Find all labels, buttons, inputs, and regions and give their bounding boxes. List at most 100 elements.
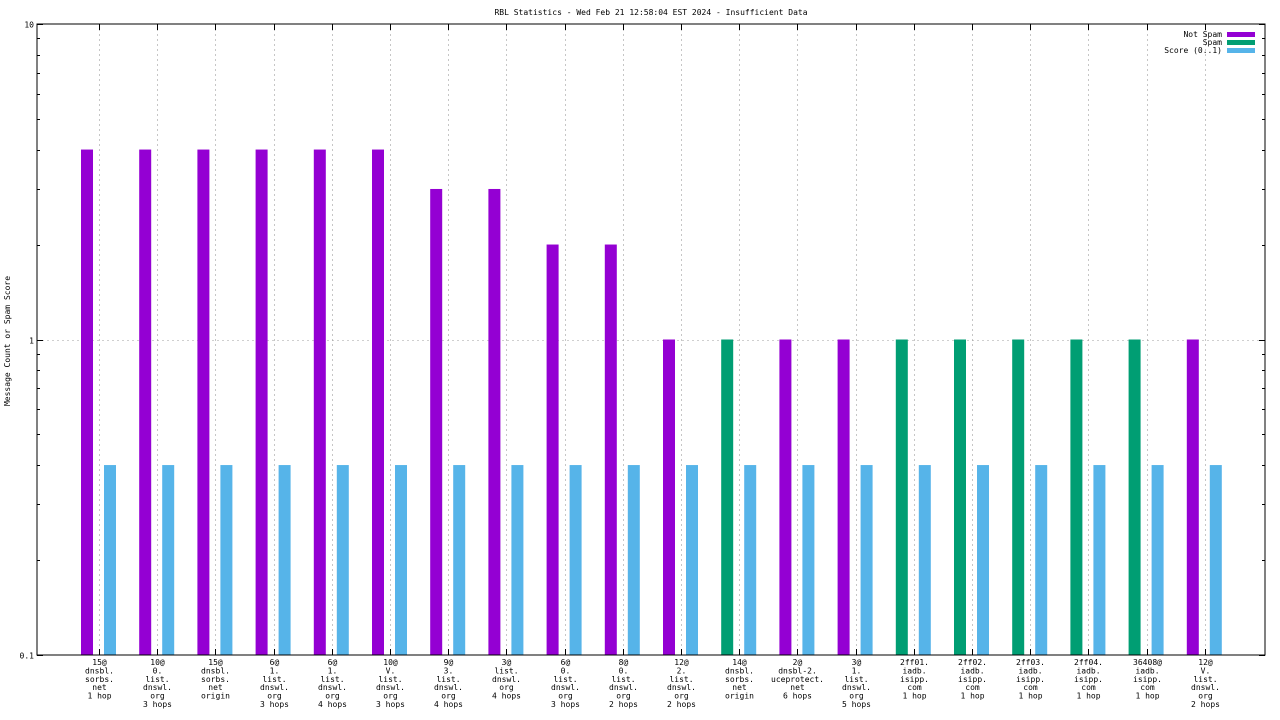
x-category-label-line: 0. bbox=[619, 666, 629, 675]
x-category-label-line: dnswl. bbox=[318, 683, 347, 692]
x-category-label-line: dnswl. bbox=[260, 683, 289, 692]
x-category-label-line: 1 hop bbox=[902, 692, 926, 701]
bar-score-0-1-13 bbox=[860, 465, 873, 655]
x-category-label-line: list. bbox=[611, 675, 635, 684]
x-category-label-line: 3 hops bbox=[376, 700, 405, 709]
grid-lines bbox=[37, 24, 1265, 655]
bar-not-spam-0 bbox=[81, 149, 93, 655]
bar-not-spam-6 bbox=[430, 188, 443, 655]
x-category-label-line: dnswl. bbox=[434, 683, 463, 692]
x-category-label: 2ff03. iadb. isipp. com 1 hop bbox=[1016, 658, 1045, 701]
x-category-label-line: 2 hops bbox=[609, 700, 638, 709]
x-category-label-line: net bbox=[208, 683, 223, 692]
x-category-label-line: iadb. bbox=[1076, 666, 1100, 675]
x-category-label-line: list. bbox=[378, 675, 402, 684]
x-category-label-line: 3. bbox=[444, 666, 454, 675]
x-category-label-line: 2ff02. bbox=[958, 658, 987, 667]
x-category-label-line: dnswl. bbox=[143, 683, 172, 692]
bar-not-spam-12 bbox=[779, 339, 792, 655]
x-category-label-line: 1 hop bbox=[1135, 692, 1159, 701]
x-category-label-line: isipp. bbox=[958, 675, 987, 684]
x-category-label-line: 2. bbox=[677, 666, 687, 675]
x-category-label-line: net bbox=[732, 683, 747, 692]
x-category-label-line: 3 hops bbox=[143, 700, 172, 709]
bar-score-0-1-2 bbox=[220, 465, 233, 655]
x-category-label-line: V. bbox=[386, 666, 396, 675]
x-category-label-line: dnswl. bbox=[842, 683, 871, 692]
x-category-label-line: com bbox=[1140, 683, 1155, 692]
x-category-label-line: list. bbox=[844, 675, 868, 684]
x-category-label: 10@ 0. list. dnswl. org 3 hops bbox=[143, 658, 172, 709]
y-axis-ticks: 0.1 1 10 bbox=[20, 21, 1265, 661]
x-category-label-line: isipp. bbox=[900, 675, 929, 684]
x-category-label-line: 1. bbox=[270, 666, 280, 675]
x-category-label-line: 4 hops bbox=[318, 700, 347, 709]
x-category-label-line: 9@ bbox=[444, 658, 454, 667]
x-category-label-line: 10@ bbox=[383, 658, 398, 667]
x-category-label-line: com bbox=[965, 683, 980, 692]
x-category-label-line: 4 hops bbox=[492, 692, 521, 701]
bars-layer bbox=[81, 149, 1222, 656]
x-category-label-line: 3 hops bbox=[551, 700, 580, 709]
plot-frame bbox=[36, 23, 1266, 656]
x-category-label-line: dnswl. bbox=[551, 683, 580, 692]
x-category-label-line: 3@ bbox=[852, 658, 862, 667]
x-category-label-line: 36408@ bbox=[1133, 658, 1162, 667]
x-category-label-line: iadb. bbox=[1135, 666, 1159, 675]
x-category-label-line: origin bbox=[725, 692, 754, 701]
bar-not-spam-7 bbox=[488, 188, 501, 655]
x-category-label: 6@ 0. list. dnswl. org 3 hops bbox=[551, 658, 580, 709]
x-category-label-line: 6@ bbox=[270, 658, 280, 667]
legend-label: Spam bbox=[1203, 38, 1222, 47]
bar-score-0-1-16 bbox=[1035, 465, 1048, 655]
x-category-label-line: 6 hops bbox=[783, 692, 812, 701]
x-category-label-line: dnsbl. bbox=[201, 666, 230, 675]
bar-score-0-1-19 bbox=[1209, 465, 1222, 655]
x-category-label-line: 6@ bbox=[328, 658, 338, 667]
bar-score-0-1-9 bbox=[627, 465, 640, 655]
x-category-label-line: 2@ bbox=[793, 658, 803, 667]
x-category-label-line: dnswl. bbox=[492, 675, 521, 684]
bar-spam-15 bbox=[954, 339, 966, 655]
bar-score-0-1-11 bbox=[744, 465, 757, 655]
bar-score-0-1-18 bbox=[1151, 465, 1164, 655]
x-category-label: 2ff02. iadb. isipp. com 1 hop bbox=[958, 658, 987, 701]
x-category-label-line: 3@ bbox=[502, 658, 512, 667]
bar-score-0-1-1 bbox=[162, 465, 175, 655]
x-category-label: 6@ 1. list. dnswl. org 3 hops bbox=[260, 658, 289, 709]
x-category-label-line: iadb. bbox=[960, 666, 984, 675]
x-category-label: 3@ 1. list. dnswl. org 5 hops bbox=[842, 658, 871, 709]
x-category-label: 2@ dnsbl-2. uceprotect. net 6 hops bbox=[771, 658, 824, 701]
y-tick-label: 1 bbox=[29, 337, 34, 346]
bar-not-spam-9 bbox=[604, 244, 617, 656]
x-category-label-line: 0. bbox=[153, 666, 163, 675]
bar-not-spam-3 bbox=[255, 149, 268, 655]
x-category-label-line: org bbox=[499, 683, 514, 692]
x-category-label-line: 14@ bbox=[732, 658, 747, 667]
bar-score-0-1-5 bbox=[395, 465, 407, 655]
bar-score-0-1-10 bbox=[686, 465, 698, 655]
x-category-label-line: dnsbl-2. bbox=[778, 666, 817, 675]
x-category-label-line: list. bbox=[145, 675, 169, 684]
x-category-label-line: org bbox=[674, 692, 689, 701]
x-category-label-line: net bbox=[790, 683, 805, 692]
x-category-label-line: V. bbox=[1201, 666, 1211, 675]
bar-not-spam-5 bbox=[372, 149, 384, 655]
x-category-label-line: 2ff04. bbox=[1074, 658, 1103, 667]
bar-score-0-1-8 bbox=[569, 465, 582, 655]
x-category-label-line: org bbox=[1198, 692, 1213, 701]
legend-label: Score (0..1) bbox=[1164, 46, 1222, 55]
legend-swatch bbox=[1227, 40, 1255, 45]
x-category-label-line: 3 hops bbox=[260, 700, 289, 709]
x-category-label-line: dnswl. bbox=[667, 683, 696, 692]
x-category-label-line: sorbs. bbox=[725, 675, 754, 684]
x-category-label-line: dnswl. bbox=[609, 683, 638, 692]
x-category-label-line: com bbox=[907, 683, 922, 692]
bar-score-0-1-15 bbox=[977, 465, 989, 655]
x-category-label-line: sorbs. bbox=[201, 675, 230, 684]
bar-spam-11 bbox=[721, 339, 734, 655]
x-category-label: 2ff04. iadb. isipp. com 1 hop bbox=[1074, 658, 1103, 701]
x-category-label-line: 15@ bbox=[92, 658, 107, 667]
bar-score-0-1-4 bbox=[336, 465, 349, 655]
